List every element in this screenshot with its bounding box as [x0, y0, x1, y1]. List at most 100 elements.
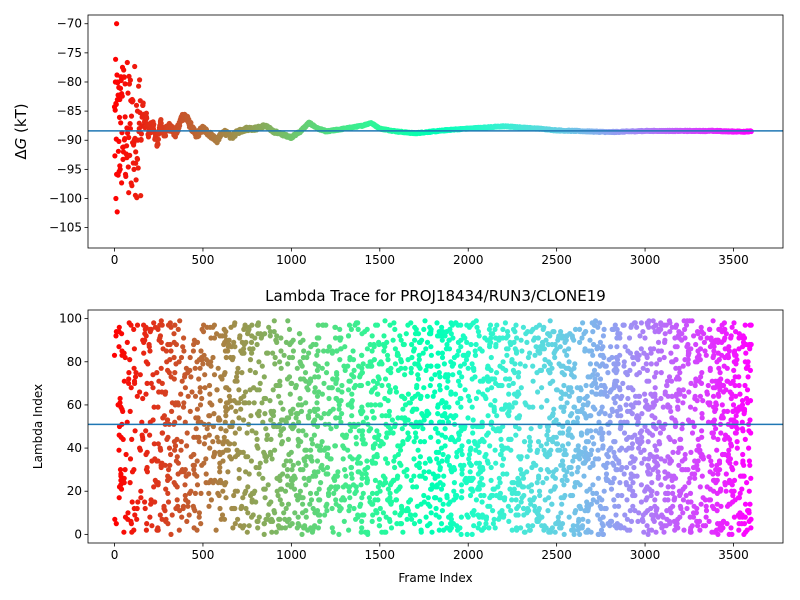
lambda-point: [256, 471, 262, 477]
lambda-point: [236, 415, 242, 421]
lambda-point: [653, 529, 659, 535]
lambda-point: [143, 333, 149, 339]
lambda-point: [703, 503, 709, 509]
lambda-point: [722, 335, 728, 341]
lambda-point: [142, 499, 148, 505]
lambda-point: [357, 460, 363, 466]
lambda-point: [339, 411, 345, 417]
lambda-point: [566, 393, 573, 399]
lambda-point: [494, 322, 500, 328]
lambda-point: [333, 497, 339, 503]
lambda-point: [637, 333, 643, 339]
delta-g-point: [137, 77, 143, 83]
lambda-point: [675, 449, 681, 455]
lambda-point: [560, 443, 566, 449]
lambda-point: [552, 354, 558, 361]
lambda-point: [202, 372, 208, 378]
delta-g-point: [133, 160, 139, 166]
lambda-point: [175, 326, 181, 332]
lambda-point: [435, 439, 441, 445]
lambda-point: [162, 462, 168, 468]
lambda-point: [192, 490, 198, 496]
lambda-point: [241, 393, 247, 399]
lambda-point: [392, 361, 398, 367]
lambda-point: [488, 335, 494, 341]
lambda-point: [642, 391, 648, 397]
lambda-point: [346, 322, 353, 328]
lambda-point: [562, 473, 568, 479]
lambda-point: [732, 352, 738, 358]
lambda-point: [699, 370, 705, 376]
lambda-point: [536, 505, 542, 512]
lambda-point: [588, 529, 594, 535]
lambda-point: [583, 382, 589, 389]
lambda-point: [562, 348, 568, 354]
lambda-point: [249, 499, 255, 505]
lambda-point: [204, 426, 210, 432]
lambda-point: [310, 473, 316, 479]
lambda-point: [550, 473, 556, 479]
lambda-point: [509, 404, 515, 410]
lambda-point: [598, 426, 604, 432]
lambda-point: [126, 370, 132, 376]
lambda-point: [579, 335, 585, 341]
delta-g-point: [122, 136, 128, 142]
lambda-point: [171, 339, 177, 345]
delta-g-point: [113, 101, 119, 107]
lambda-point: [621, 359, 627, 365]
lambda-point: [571, 404, 578, 410]
lambda-point: [132, 380, 138, 386]
lambda-point: [359, 475, 365, 481]
lambda-point: [249, 350, 255, 356]
lambda-point: [357, 382, 363, 389]
lambda-point: [269, 456, 275, 462]
lambda-point: [196, 510, 202, 516]
lambda-point: [465, 365, 471, 371]
lambda-point: [200, 329, 207, 335]
delta-g-point: [130, 98, 136, 104]
lambda-point: [174, 497, 180, 503]
lambda-point: [223, 404, 229, 410]
lambda-point: [411, 521, 418, 527]
lambda-point: [477, 439, 483, 445]
lambda-point: [554, 387, 560, 393]
lambda-point: [726, 348, 733, 354]
lambda-point: [650, 454, 656, 460]
lambda-point: [314, 400, 320, 406]
lambda-point: [656, 329, 662, 335]
lambda-point: [707, 497, 714, 503]
lambda-point: [572, 484, 578, 490]
lambda-point: [315, 469, 321, 475]
lambda-point: [692, 406, 698, 412]
lambda-point: [518, 525, 524, 531]
lambda-point: [270, 387, 276, 393]
lambda-point: [678, 488, 684, 494]
lambda-point: [508, 447, 514, 453]
lambda-point: [165, 322, 172, 328]
lambda-point: [467, 469, 473, 475]
lambda-point: [345, 387, 352, 393]
lambda-point: [267, 329, 273, 335]
lambda-point: [353, 484, 359, 490]
lambda-point: [417, 439, 424, 445]
lambda-point: [681, 393, 688, 399]
lambda-point: [604, 477, 610, 483]
lambda-point: [612, 454, 618, 460]
lambda-point: [651, 423, 657, 430]
lambda-point: [351, 367, 357, 373]
lambda-point: [211, 372, 218, 378]
lambda-point: [257, 380, 263, 386]
lambda-point: [299, 510, 306, 516]
lambda-point: [165, 499, 172, 505]
lambda-point: [159, 516, 165, 522]
lambda-point: [246, 400, 252, 406]
lambda-point: [628, 518, 635, 525]
lambda-point: [487, 322, 494, 328]
lambda-point: [693, 341, 699, 348]
lambda-point: [371, 357, 377, 363]
lambda-point: [574, 480, 581, 486]
lambda-point: [169, 408, 175, 414]
lambda-point: [409, 516, 415, 522]
lambda-point: [575, 443, 581, 449]
lambda-point: [639, 460, 645, 466]
